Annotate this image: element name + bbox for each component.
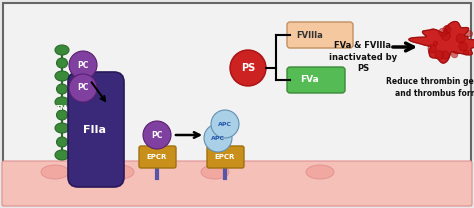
Text: FIIa: FIIa — [83, 125, 107, 135]
Ellipse shape — [55, 123, 69, 133]
Circle shape — [143, 121, 171, 149]
Circle shape — [211, 110, 239, 138]
Circle shape — [464, 50, 469, 55]
Text: FVIIIa: FVIIIa — [297, 31, 323, 40]
Text: Reduce thrombin generation
and thrombus formation: Reduce thrombin generation and thrombus … — [386, 77, 474, 98]
FancyBboxPatch shape — [207, 146, 244, 168]
Circle shape — [435, 51, 444, 59]
Circle shape — [69, 74, 97, 102]
Ellipse shape — [55, 150, 69, 160]
Circle shape — [230, 50, 266, 86]
Circle shape — [69, 51, 97, 79]
Ellipse shape — [56, 84, 67, 94]
Text: FVa: FVa — [301, 76, 319, 84]
Ellipse shape — [41, 165, 69, 179]
Polygon shape — [409, 22, 474, 63]
Text: PS: PS — [241, 63, 255, 73]
Circle shape — [441, 51, 449, 59]
Circle shape — [466, 31, 473, 37]
Ellipse shape — [55, 97, 69, 107]
FancyBboxPatch shape — [2, 161, 472, 206]
Text: APC: APC — [211, 135, 225, 140]
Circle shape — [444, 26, 449, 30]
Circle shape — [459, 42, 467, 51]
Text: EPCR: EPCR — [215, 154, 235, 160]
Circle shape — [441, 31, 450, 40]
Ellipse shape — [55, 45, 69, 55]
Text: APC: APC — [218, 121, 232, 126]
Circle shape — [443, 26, 451, 33]
Text: EPCR: EPCR — [147, 154, 167, 160]
Text: TM: TM — [56, 105, 68, 111]
FancyBboxPatch shape — [287, 22, 353, 48]
Ellipse shape — [55, 71, 69, 81]
Text: PC: PC — [77, 61, 89, 69]
Circle shape — [428, 45, 437, 53]
Circle shape — [439, 28, 447, 36]
Ellipse shape — [56, 137, 67, 147]
Ellipse shape — [306, 165, 334, 179]
FancyBboxPatch shape — [68, 72, 124, 187]
Ellipse shape — [56, 110, 67, 120]
Circle shape — [433, 41, 438, 46]
Ellipse shape — [56, 58, 67, 68]
Text: PC: PC — [151, 130, 163, 140]
Circle shape — [204, 124, 232, 152]
Ellipse shape — [201, 165, 229, 179]
Circle shape — [451, 51, 458, 58]
Text: FVa & FVIIIa
inactivated by
PS: FVa & FVIIIa inactivated by PS — [329, 41, 397, 73]
Text: PC: PC — [77, 83, 89, 93]
FancyBboxPatch shape — [287, 67, 345, 93]
Circle shape — [456, 34, 465, 43]
FancyBboxPatch shape — [139, 146, 176, 168]
Ellipse shape — [106, 165, 134, 179]
FancyBboxPatch shape — [3, 3, 471, 205]
